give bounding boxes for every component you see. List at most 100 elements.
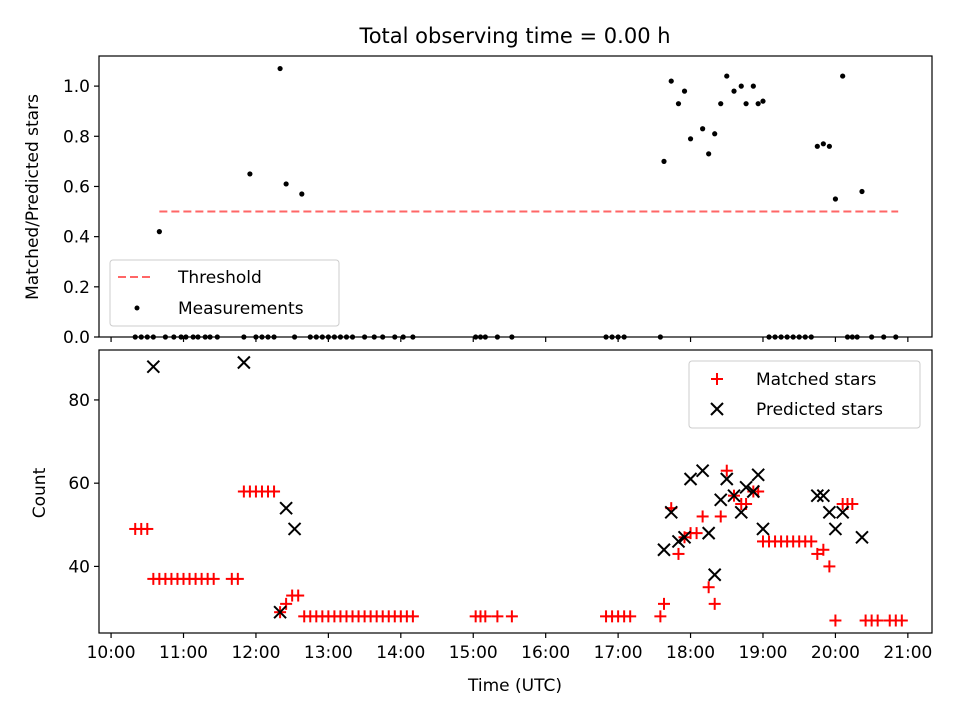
predicted-star-marker [739,480,753,495]
predicted-star-marker [677,530,692,544]
top-axes: 0.0 0.2 0.4 0.6 0.8 1.0 [63,55,933,348]
measurement-point [755,101,761,107]
top-y-tick-label: 1.0 [63,77,90,97]
predicted-legend-swatch [710,402,724,416]
count-subplot: Count Time (UTC) 40 60 80 10:00 11:00 12:00 13… [30,349,933,696]
predicted-marker-b [695,463,710,478]
predicted-star-marker [657,543,671,557]
x-axis-label: Time (UTC) [467,676,562,696]
top-legend: Threshold Measurements [109,259,340,327]
predicted-star-marker [664,505,678,520]
matched-star-marker [292,589,305,602]
predicted-star-marker [273,605,287,619]
bottom-x-tick-label: 12:00 [231,643,280,663]
predicted-star-marker [683,472,698,486]
measurement-point [277,65,283,72]
predicted-marker-b [714,493,728,507]
matched-star-marker [268,485,281,498]
predicted-star-marker [810,488,825,503]
matched-star-marker [811,547,824,560]
measurement-point [814,143,820,149]
bottom-x-tick-label: 19:00 [738,643,787,663]
chart-title: Total observing time = 0.00 h [358,24,670,48]
predicted-marker-b [828,522,843,536]
predicted-marker-b [810,488,825,503]
predicted-star-marker [287,522,302,536]
matched-star-marker [654,610,667,623]
predicted-star-marker [707,568,722,582]
bottom-x-tick-label: 16:00 [521,643,570,663]
predicted-star-marker [720,472,734,486]
measurement-point [760,98,766,104]
measurements-legend-swatch [134,305,140,311]
predicted-star-marker [835,505,850,520]
bottom-x-tick-label: 13:00 [304,643,353,663]
bottom-legend: Matched stars Predicted stars [688,360,921,429]
predicted-star-marker [756,522,770,536]
predicted-star-marker [816,488,831,503]
measurement-point [283,181,289,187]
bottom-x-tick-label: 15:00 [449,643,498,663]
measurement-point [826,143,832,149]
bottom-y-axis-label: Count [30,467,50,518]
bottom-x-tick-label: 10:00 [87,643,136,663]
bottom-x-tick-label: 21:00 [883,643,932,663]
predicted-marker-b [707,568,722,582]
bottom-x-tick-label: 20:00 [811,643,860,663]
matched-star-marker [690,527,703,540]
bottom-frame [98,349,933,634]
bottom-x-tick-label: 17:00 [594,643,643,663]
matched-star-marker [817,543,830,556]
predicted-marker-b [683,472,698,486]
top-y-tick-label: 0.6 [63,177,90,197]
matched-star-marker [207,572,220,585]
predicted-marker-b [701,526,716,540]
predicted-marker-b [734,505,748,520]
predicted-marker-b [279,501,293,515]
predicted-star-marker [146,359,161,374]
predicted-marker-b [273,605,287,619]
bottom-legend-box [688,360,921,429]
predicted-marker-b [835,505,850,520]
predicted-marker-b [751,468,765,482]
matched-star-marker [280,597,293,610]
matched-star-marker [846,497,859,510]
matched-star-marker [406,610,419,623]
measurement-point [156,229,162,235]
matched-star-marker [672,547,685,560]
measurement-point [718,101,724,107]
predicted-marker-b [237,355,251,370]
predicted-marker-b [671,534,686,549]
predicted-marker-b [677,530,692,544]
measurement-point [681,88,688,94]
top-y-tick-label: 0.4 [63,228,90,248]
matched-star-marker [823,560,836,573]
predicted-star-marker [822,505,837,520]
predicted-marker-b [727,488,741,503]
matched-star-marker [479,610,492,623]
predicted-marker-b [739,480,753,495]
matched-star-marker [657,597,670,610]
measurement-point [299,191,305,197]
predicted-marker-b [720,472,734,486]
matched-star-marker [895,614,908,627]
predicted-marker-b [746,484,761,499]
ratio-subplot: Total observing time = 0.00 h Matched/Pr… [23,24,933,348]
matched-star-marker [702,581,715,594]
top-y-axis-label: Matched/Predicted stars [23,94,43,300]
measurement-point [859,188,865,195]
matched-star-marker [829,614,842,627]
measurement-point [247,171,253,177]
measurement-point [738,83,744,89]
predicted-star-marker [714,493,728,507]
predicted-star-marker [237,355,251,370]
measurement-point [712,131,718,137]
bottom-y-tick-label: 40 [68,557,90,577]
predicted-marker-b [822,505,837,520]
measurement-point [840,73,846,79]
bottom-y-tick-label: 60 [68,474,90,494]
bottom-x-tick-label: 18:00 [666,643,715,663]
top-y-tick-label: 0.0 [63,328,90,348]
bottom-x-tick-label: 11:00 [159,643,208,663]
